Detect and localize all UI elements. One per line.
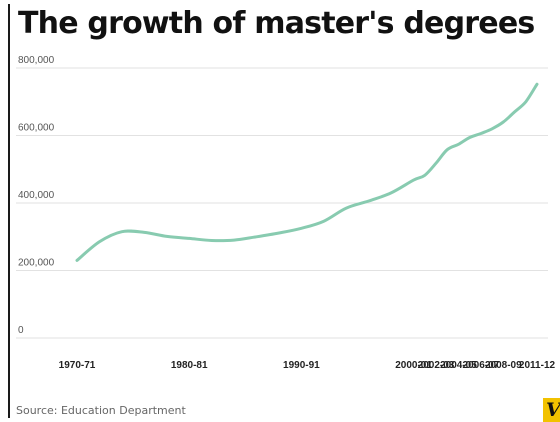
- x-tick-label: 2000-01: [395, 360, 432, 371]
- gridlines: [16, 67, 548, 339]
- left-edge-rule: [8, 4, 10, 418]
- source-note: Source: Education Department: [16, 404, 186, 417]
- y-tick-label: 200,000: [18, 258, 55, 269]
- vox-logo-mark: V: [546, 399, 560, 421]
- series-line-0: [75, 82, 539, 262]
- y-tick-label: 800,000: [18, 55, 55, 66]
- y-axis-tick-labels: 0 200,000 400,000 600,000 800,000: [18, 55, 55, 336]
- y-tick-label: 400,000: [18, 190, 55, 201]
- x-tick-label: 2011-12: [519, 360, 556, 371]
- x-tick-label: 1990-91: [283, 360, 320, 371]
- x-tick-label: 1970-71: [59, 360, 96, 371]
- line-chart: 0 200,000 400,000 600,000 800,000 1970-71 198…: [16, 55, 556, 371]
- x-tick-label: 2006-07: [463, 360, 500, 371]
- x-tick-label: 2004-05: [440, 360, 477, 371]
- vox-logo-icon: V: [543, 398, 560, 422]
- y-tick-label: 600,000: [18, 123, 55, 134]
- x-tick-label: 2008-09: [485, 360, 522, 371]
- x-tick-label: 1980-81: [171, 360, 208, 371]
- y-tick-label: 0: [18, 325, 24, 336]
- chart-title: The growth of master's degrees: [18, 6, 535, 41]
- x-tick-label: 2002-03: [418, 360, 455, 371]
- x-axis-tick-labels: 1970-71 1980-81 1990-91 2000-012002-032004-…: [59, 360, 556, 371]
- data-series: [75, 82, 539, 262]
